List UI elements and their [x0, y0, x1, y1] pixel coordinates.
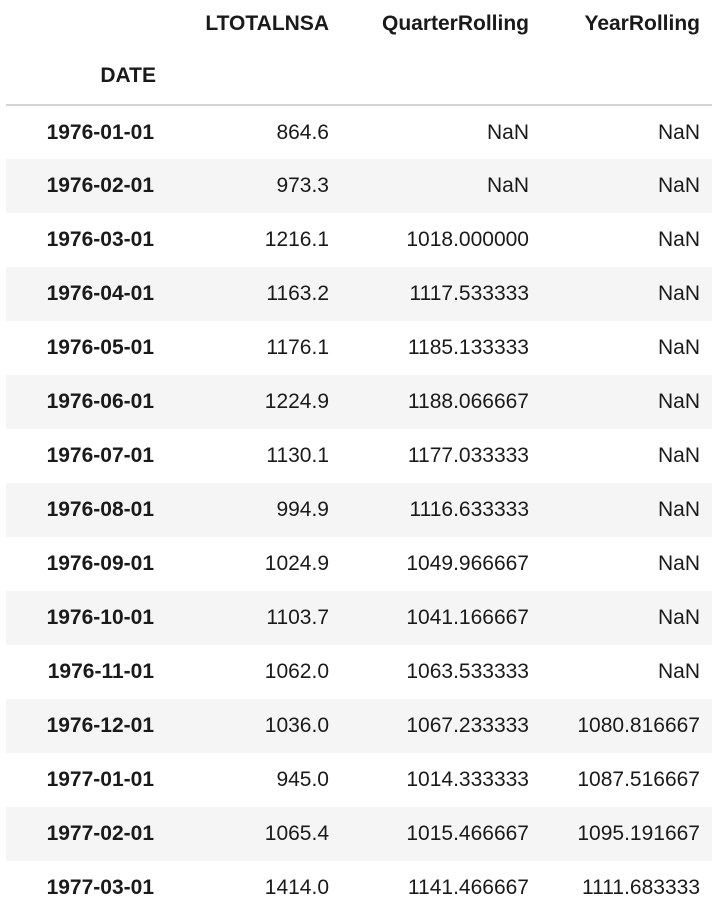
row-index-date: 1976-11-01	[47, 660, 154, 683]
cell-ltotalnsa: 1024.9	[264, 552, 329, 575]
cell-quarterrolling: 1018.000000	[406, 228, 529, 251]
index-name-spacer	[168, 48, 341, 106]
table-row: 1976-11-01 1062.0 1063.533333 NaN	[6, 645, 712, 699]
cell-yearrolling: NaN	[657, 606, 700, 629]
cell-yearrolling: NaN	[657, 660, 700, 683]
cell-quarterrolling: 1141.466667	[407, 876, 529, 899]
table-row: 1976-07-01 1130.1 1177.033333 NaN	[6, 429, 712, 483]
cell-yearrolling: 1080.816667	[577, 714, 700, 737]
cell-yearrolling: NaN	[657, 282, 700, 305]
table-row: 1976-04-01 1163.2 1117.533333 NaN	[6, 267, 712, 321]
column-header-ltotalnsa: LTOTALNSA	[205, 12, 329, 35]
cell-yearrolling: NaN	[657, 228, 700, 251]
cell-quarterrolling: NaN	[486, 120, 529, 144]
index-name-spacer	[341, 48, 541, 106]
cell-yearrolling: NaN	[657, 174, 700, 197]
cell-quarterrolling: 1015.466667	[406, 822, 529, 845]
row-index-date: 1976-12-01	[46, 714, 154, 737]
column-header-quarterrolling: QuarterRolling	[381, 12, 529, 35]
cell-ltotalnsa: 1163.2	[266, 282, 329, 305]
row-index-date: 1976-07-01	[46, 444, 154, 467]
table-row: 1977-02-01 1065.4 1015.466667 1095.191667	[6, 807, 712, 861]
index-name: DATE	[6, 48, 168, 106]
row-index-date: 1976-01-01	[46, 120, 154, 144]
index-name-spacer	[541, 48, 712, 106]
table-row: 1976-10-01 1103.7 1041.166667 NaN	[6, 591, 712, 645]
cell-ltotalnsa: 945.0	[276, 768, 329, 791]
cell-ltotalnsa: 1130.1	[266, 444, 329, 467]
cell-quarterrolling: 1063.533333	[406, 660, 529, 683]
table-row: 1977-03-01 1414.0 1141.466667 1111.683333	[6, 861, 712, 915]
row-index-date: 1976-03-01	[46, 228, 154, 251]
cell-ltotalnsa: 1176.1	[266, 336, 329, 359]
table-row: 1976-06-01 1224.9 1188.066667 NaN	[6, 375, 712, 429]
cell-yearrolling: NaN	[657, 444, 700, 467]
row-index-date: 1976-05-01	[46, 336, 154, 359]
row-index-date: 1976-04-01	[46, 282, 154, 305]
column-header-yearrolling: YearRolling	[584, 12, 700, 35]
row-index-date: 1976-02-01	[46, 174, 154, 197]
table-body: 1976-01-01 864.6 NaN NaN 1976-02-01 973.3 NaN N…	[6, 105, 712, 915]
cell-quarterrolling: 1177.033333	[407, 444, 529, 467]
table-row: 1976-12-01 1036.0 1067.233333 1080.816667	[6, 699, 712, 753]
cell-ltotalnsa: 1036.0	[264, 714, 329, 737]
table-row: 1976-03-01 1216.1 1018.000000 NaN	[6, 213, 712, 267]
cell-ltotalnsa: 973.3	[276, 174, 329, 197]
row-index-date: 1976-10-01	[46, 606, 154, 629]
row-index-date: 1976-08-01	[46, 498, 154, 521]
cell-quarterrolling: 1014.333333	[406, 768, 529, 791]
row-index-date: 1977-03-01	[46, 876, 154, 899]
cell-yearrolling: NaN	[657, 498, 700, 521]
cell-yearrolling: NaN	[657, 552, 700, 575]
row-index-date: 1977-02-01	[46, 822, 154, 845]
cell-yearrolling: 1087.516667	[577, 768, 700, 791]
index-name-row: DATE	[6, 48, 712, 106]
cell-ltotalnsa: 864.6	[276, 120, 329, 144]
index-corner	[6, 0, 168, 48]
cell-quarterrolling: NaN	[486, 174, 529, 197]
cell-quarterrolling: 1116.633333	[409, 498, 529, 521]
cell-ltotalnsa: 1224.9	[264, 390, 329, 413]
table-row: 1976-02-01 973.3 NaN NaN	[6, 159, 712, 213]
table-row: 1977-01-01 945.0 1014.333333 1087.516667	[6, 753, 712, 807]
cell-ltotalnsa: 1103.7	[266, 606, 329, 629]
cell-quarterrolling: 1188.066667	[407, 390, 529, 413]
cell-ltotalnsa: 994.9	[276, 498, 329, 521]
table-row: 1976-01-01 864.6 NaN NaN	[6, 105, 712, 159]
row-index-date: 1976-09-01	[46, 552, 154, 575]
table-row: 1976-08-01 994.9 1116.633333 NaN	[6, 483, 712, 537]
dataframe-table: LTOTALNSA QuarterRolling YearRolling DAT…	[6, 0, 712, 915]
column-header-row: LTOTALNSA QuarterRolling YearRolling	[6, 0, 712, 48]
cell-quarterrolling: 1041.166667	[406, 606, 529, 629]
cell-yearrolling: NaN	[657, 390, 700, 413]
cell-ltotalnsa: 1216.1	[264, 228, 329, 251]
table-header: LTOTALNSA QuarterRolling YearRolling DAT…	[6, 0, 712, 106]
cell-ltotalnsa: 1414.0	[264, 876, 329, 899]
cell-quarterrolling: 1067.233333	[406, 714, 529, 737]
cell-yearrolling: 1111.683333	[582, 876, 700, 899]
cell-quarterrolling: 1049.966667	[406, 552, 529, 575]
table-row: 1976-05-01 1176.1 1185.133333 NaN	[6, 321, 712, 375]
cell-yearrolling: NaN	[657, 120, 700, 144]
row-index-date: 1976-06-01	[46, 390, 154, 413]
table-row: 1976-09-01 1024.9 1049.966667 NaN	[6, 537, 712, 591]
cell-quarterrolling: 1117.533333	[409, 282, 529, 305]
cell-ltotalnsa: 1062.0	[264, 660, 329, 683]
row-index-date: 1977-01-01	[46, 768, 154, 791]
cell-ltotalnsa: 1065.4	[264, 822, 329, 845]
cell-yearrolling: NaN	[657, 336, 700, 359]
cell-quarterrolling: 1185.133333	[407, 336, 529, 359]
cell-yearrolling: 1095.191667	[577, 822, 700, 845]
